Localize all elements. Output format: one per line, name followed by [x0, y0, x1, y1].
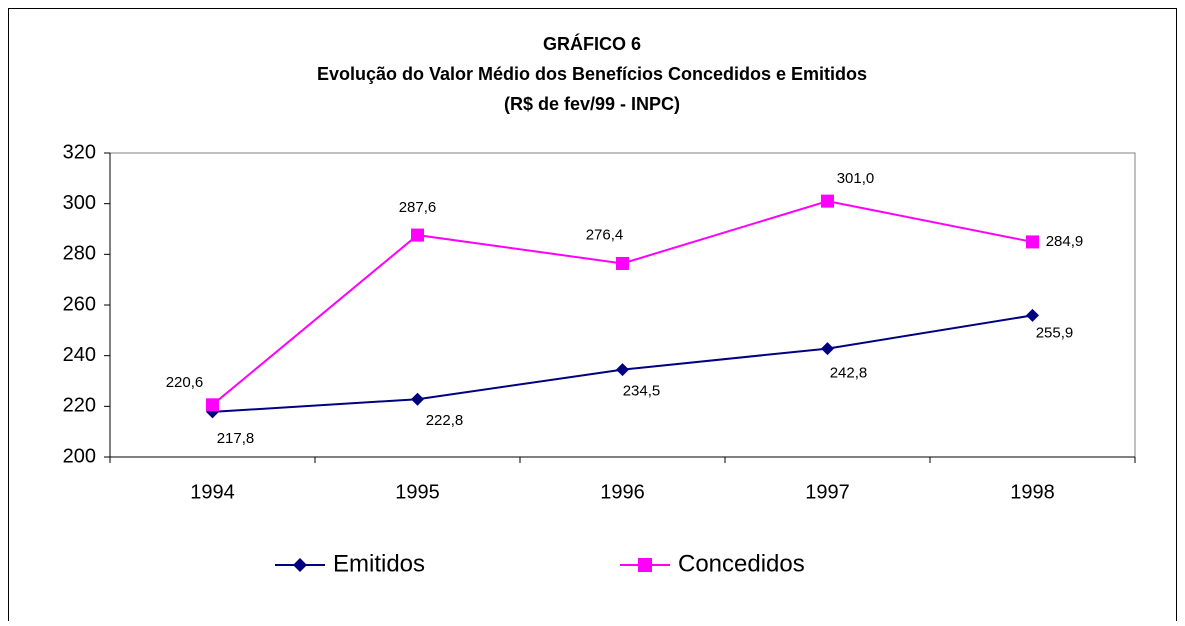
data-label: 284,9 — [1046, 233, 1084, 250]
x-tick-label: 1995 — [395, 481, 440, 503]
y-tick-label: 220 — [63, 395, 96, 417]
data-label: 242,8 — [830, 365, 868, 382]
x-tick-label: 1996 — [600, 481, 645, 503]
legend-label: Emitidos — [333, 550, 425, 577]
data-point — [293, 558, 307, 572]
x-tick-label: 1998 — [1010, 481, 1055, 503]
data-label: 234,5 — [623, 383, 661, 400]
data-label: 217,8 — [217, 430, 255, 447]
data-label: 255,9 — [1036, 324, 1074, 341]
y-tick-label: 200 — [63, 445, 96, 467]
data-point — [206, 398, 219, 412]
data-point — [411, 228, 424, 242]
data-point — [638, 558, 652, 572]
data-label: 287,6 — [399, 199, 437, 216]
y-tick-label: 300 — [63, 192, 96, 214]
data-point — [1026, 308, 1039, 322]
y-tick-label: 240 — [63, 344, 96, 366]
chart-border — [8, 8, 1177, 626]
data-label: 301,0 — [837, 170, 875, 187]
data-label: 220,6 — [166, 374, 204, 391]
y-tick-label: 260 — [63, 293, 96, 315]
chart-subtitle: (R$ de fev/99 - INPC) — [504, 94, 680, 114]
data-label: 276,4 — [586, 226, 624, 243]
y-tick-label: 320 — [63, 141, 96, 163]
data-point — [411, 392, 424, 406]
chart-title: GRÁFICO 6 — [543, 33, 641, 54]
chart-subtitle: Evolução do Valor Médio dos Benefícios C… — [317, 64, 867, 84]
legend-label: Concedidos — [678, 550, 805, 577]
data-point — [616, 363, 629, 377]
y-tick-label: 280 — [63, 243, 96, 265]
x-tick-label: 1997 — [805, 481, 850, 503]
data-point — [1026, 235, 1039, 249]
data-point — [616, 256, 629, 270]
data-point — [821, 194, 834, 208]
x-tick-label: 1994 — [190, 481, 235, 503]
data-point — [821, 342, 834, 356]
data-label: 222,8 — [426, 412, 464, 429]
